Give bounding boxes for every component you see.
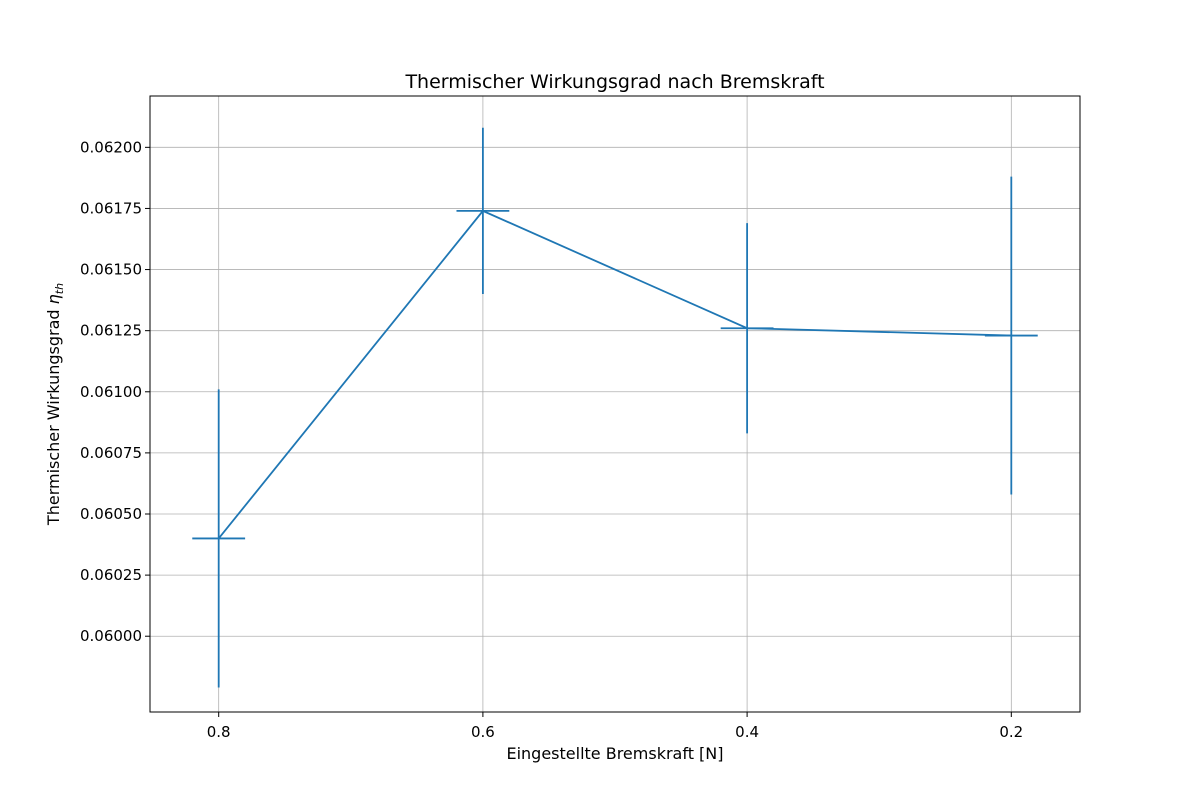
x-axis-label: Eingestellte Bremskraft [N] [506,744,723,763]
x-tick-label: 0.8 [207,723,231,741]
y-axis-label-symbol: η [44,294,63,304]
y-tick-label: 0.06100 [80,383,142,401]
ticks: 0.8 0.6 0.4 0.2 0.06000 0.06025 0.06050 0.06075… [80,138,1023,741]
y-tick-label: 0.06000 [80,627,142,645]
y-tick-label: 0.06050 [80,505,142,523]
y-tick-label: 0.06025 [80,566,142,584]
x-tick-label: 0.6 [471,723,495,741]
chart-title: Thermischer Wirkungsgrad nach Bremskraft [404,71,824,93]
y-axis-label: Thermischer Wirkungsgrad ηth [44,283,66,526]
y-tick-label: 0.06125 [80,322,142,340]
y-tick-label: 0.06150 [80,261,142,279]
y-tick-label: 0.06075 [80,444,142,462]
y-axis-label-subscript: th [53,283,66,294]
series [192,127,1038,688]
x-tick-label: 0.4 [735,723,759,741]
grid [150,96,1080,712]
y-tick-label: 0.06175 [80,199,142,217]
y-axis-label-text: Thermischer Wirkungsgrad [44,304,63,526]
plot-frame [149,95,1081,713]
x-tick-label: 0.2 [999,723,1023,741]
series-line [217,209,1012,540]
y-tick-label: 0.06200 [80,138,142,156]
